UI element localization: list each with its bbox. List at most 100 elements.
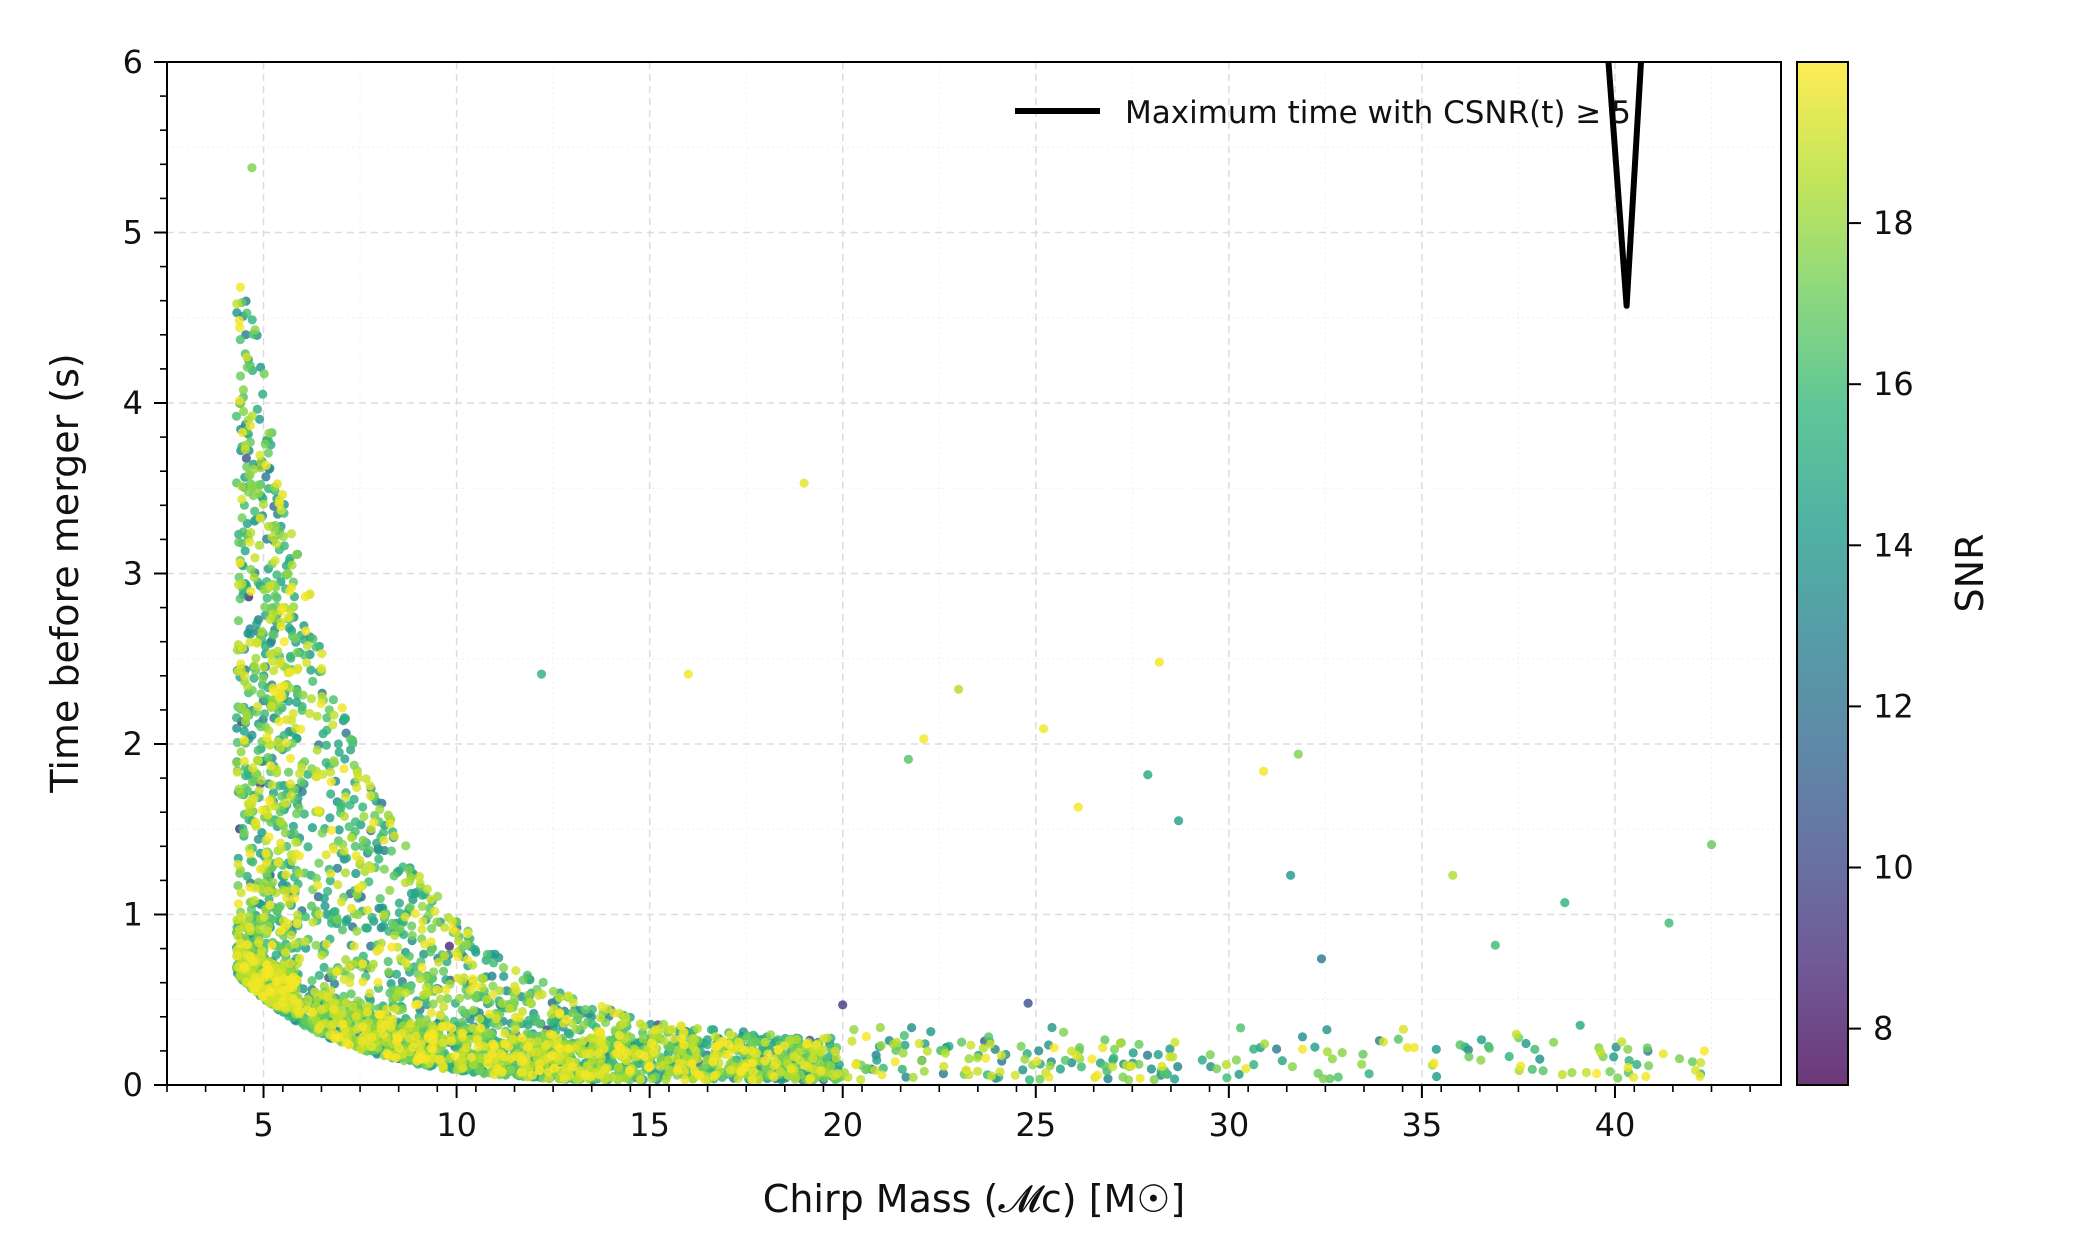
scatter-point: [366, 863, 376, 874]
scatter-point: [346, 833, 357, 843]
scatter-point: [288, 708, 298, 719]
scatter-point: [1628, 1072, 1639, 1082]
scatter-point: [747, 1058, 758, 1068]
scatter-point: [1357, 1059, 1367, 1069]
scatter-point: [1165, 1044, 1175, 1054]
scatter-point: [595, 1070, 605, 1080]
scatter-point: [301, 626, 311, 636]
scatter-point: [260, 602, 270, 612]
scatter-point: [321, 758, 331, 768]
scatter-point: [900, 1040, 910, 1050]
colorbar: 8 10 12 14 16 18 SNR: [1796, 61, 1992, 1086]
scatter-point: [1174, 816, 1184, 826]
scatter-point: [265, 900, 275, 910]
scatter-point: [861, 1031, 871, 1042]
scatter-point: [234, 396, 244, 406]
scatter-point: [237, 427, 248, 438]
scatter-point: [406, 1019, 416, 1029]
scatter-point: [249, 572, 259, 582]
scatter-point: [495, 986, 505, 996]
scatter-point: [362, 905, 373, 915]
scatter-point: [973, 1066, 983, 1076]
scatter-point: [826, 1061, 836, 1071]
scatter-point: [369, 817, 379, 827]
scatter-point: [260, 641, 271, 652]
scatter-point: [266, 701, 276, 711]
scatter-point: [1358, 1049, 1368, 1059]
scatter-point: [462, 1009, 472, 1019]
scatter-point: [249, 673, 259, 683]
scatter-point: [358, 977, 368, 987]
scatter-point: [246, 528, 256, 538]
scatter-point: [299, 809, 309, 819]
scatter-point: [1035, 1074, 1045, 1084]
scatter-point: [726, 1065, 736, 1075]
scatter-point: [1146, 1064, 1156, 1074]
scatter-point: [1109, 1044, 1120, 1054]
scatter-point: [800, 1060, 810, 1070]
scatter-point: [1103, 1074, 1113, 1084]
scatter-point: [506, 1065, 516, 1075]
scatter-point: [289, 978, 299, 989]
scatter-point: [252, 619, 262, 629]
scatter-point: [351, 868, 361, 879]
scatter-point: [242, 308, 252, 318]
scatter-point: [276, 838, 286, 848]
colorbar-tick-label: 14: [1873, 526, 1914, 564]
scatter-point: [985, 1039, 996, 1049]
scatter-point: [375, 804, 385, 815]
scatter-point: [907, 1023, 917, 1033]
scatter-point: [1134, 1039, 1144, 1049]
scatter-point: [1128, 1048, 1138, 1058]
scatter-point: [457, 1028, 467, 1038]
scatter-point: [468, 1005, 478, 1015]
scatter-point: [546, 1017, 556, 1027]
scatter-point: [245, 922, 255, 932]
scatter-point: [461, 1043, 471, 1053]
scatter-point: [1034, 1046, 1044, 1056]
scatter-point: [391, 969, 402, 979]
scatter-point: [972, 1053, 982, 1063]
x-tick-label: 15: [629, 1106, 670, 1144]
scatter-point: [488, 981, 498, 991]
scatter-point: [321, 740, 331, 750]
scatter-point: [246, 564, 256, 575]
scatter-point: [238, 385, 248, 395]
scatter-point: [344, 1009, 354, 1020]
scatter-point: [241, 453, 251, 463]
scatter-point: [240, 671, 250, 681]
scatter-point: [293, 663, 303, 674]
scatter-point: [1045, 1061, 1055, 1071]
scatter-point: [448, 924, 458, 934]
scatter-point: [263, 521, 273, 531]
scatter-point: [252, 404, 262, 414]
scatter-point: [1277, 1056, 1287, 1066]
scatter-point: [290, 893, 300, 903]
scatter-point: [340, 714, 351, 724]
y-tick-label: 3: [123, 555, 143, 593]
scatter-point: [366, 791, 376, 801]
colorbar-tick-label: 16: [1873, 365, 1914, 403]
y-tick-label: 1: [123, 896, 143, 934]
scatter-point: [535, 1066, 545, 1076]
scatter-point: [386, 846, 396, 856]
scatter-point: [564, 991, 574, 1001]
scatter-point: [708, 1056, 718, 1067]
scatter-point: [325, 813, 335, 823]
scatter-point: [234, 315, 244, 326]
scatter-point: [500, 1039, 510, 1049]
scatter-point: [393, 1033, 403, 1043]
scatter-point: [586, 1033, 596, 1043]
scatter-point: [273, 905, 283, 915]
scatter-point: [1016, 1041, 1026, 1051]
scatter-point: [279, 730, 289, 741]
scatter-point: [254, 938, 264, 948]
scatter-point: [457, 1017, 467, 1027]
scatter-point: [293, 910, 303, 920]
scatter-point: [517, 1033, 527, 1043]
scatter-point: [1623, 1063, 1633, 1073]
scatter-point: [284, 696, 294, 706]
scatter-point: [549, 1063, 560, 1073]
scatter-point: [325, 767, 336, 777]
scatter-point: [253, 701, 263, 712]
